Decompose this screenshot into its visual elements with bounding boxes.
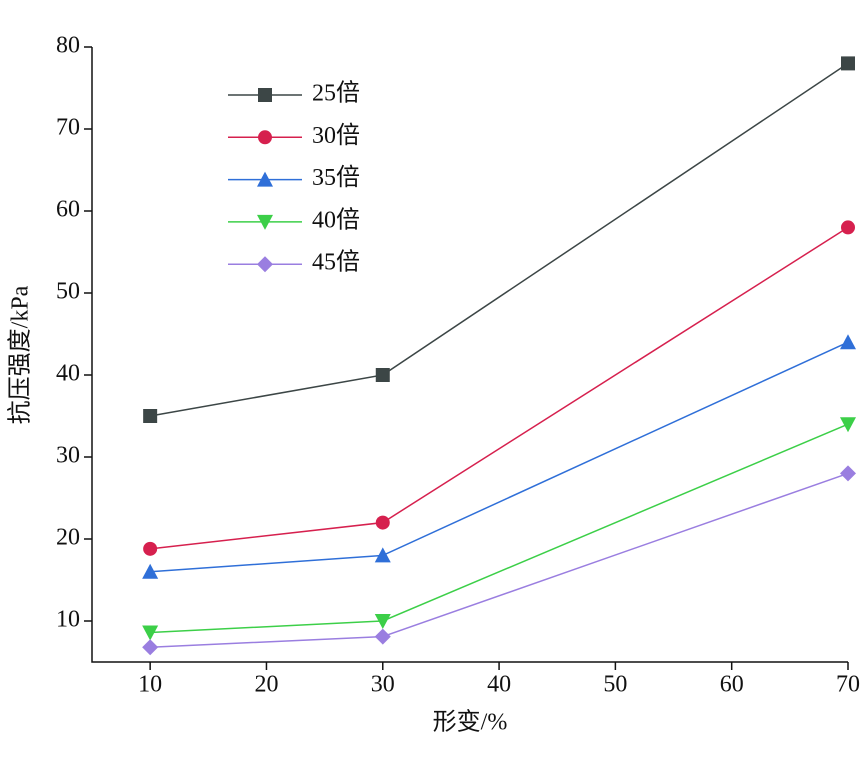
marker	[143, 409, 158, 423]
marker	[374, 614, 391, 629]
marker	[257, 214, 273, 230]
x-axis-label: 形变/%	[433, 709, 508, 736]
y-tick-label: 20	[56, 525, 80, 551]
legend-label: 45倍	[312, 249, 360, 276]
axes	[91, 47, 848, 663]
y-tick-label: 70	[56, 115, 80, 141]
marker	[375, 515, 390, 530]
y-tick-label: 10	[56, 607, 80, 633]
series-line	[150, 62, 849, 417]
x-tick-label: 30	[371, 672, 395, 698]
x-tick-label: 70	[836, 672, 860, 698]
x-tick-label: 10	[138, 672, 162, 698]
marker	[840, 417, 856, 433]
marker	[142, 563, 159, 579]
y-tick-label: 40	[56, 361, 80, 387]
marker	[257, 171, 273, 187]
marker	[143, 541, 158, 556]
marker	[142, 639, 159, 656]
marker	[841, 56, 855, 71]
marker	[374, 547, 391, 563]
series-line	[150, 226, 849, 550]
marker	[374, 628, 391, 645]
x-tick-label: 20	[254, 672, 278, 698]
marker	[258, 88, 272, 102]
y-tick-label: 60	[56, 197, 80, 223]
y-axis-label: 抗压强度/kPa	[7, 285, 34, 424]
marker	[375, 368, 390, 382]
marker	[841, 220, 855, 235]
legend-label: 40倍	[312, 206, 360, 233]
legend-label: 35倍	[312, 164, 360, 191]
series-line	[150, 423, 849, 634]
legend-label: 25倍	[312, 80, 360, 107]
marker	[258, 130, 272, 145]
y-tick-label: 80	[56, 33, 80, 59]
y-tick-label: 50	[56, 279, 80, 305]
x-tick-label: 40	[487, 672, 511, 698]
marker	[840, 465, 856, 482]
x-tick-label: 60	[720, 672, 744, 698]
marker	[142, 625, 159, 641]
x-tick-label: 50	[603, 672, 627, 698]
y-tick-label: 30	[56, 443, 80, 469]
marker	[840, 334, 856, 350]
legend-label: 30倍	[312, 122, 360, 149]
series-line	[150, 472, 849, 648]
marker	[257, 256, 273, 273]
